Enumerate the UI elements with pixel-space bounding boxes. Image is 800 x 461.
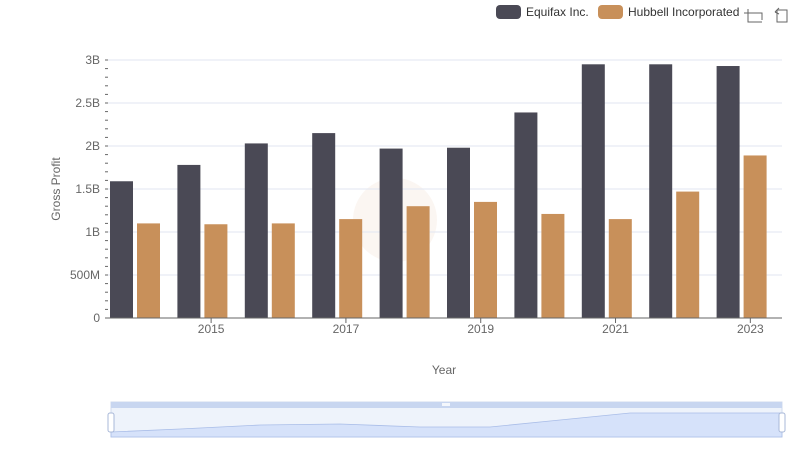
zoom-reset-icon[interactable] [774,7,788,23]
legend: Equifax Inc. Hubbell Incorporated [496,5,739,19]
x-axis: 2015 2017 2019 2021 2023 [108,317,782,336]
bar-hubbell-2018[interactable] [406,206,430,318]
y-tick-label: 2B [85,139,100,153]
bar-equifax-2017[interactable] [312,133,336,318]
bar-equifax-2015[interactable] [177,164,201,318]
slider-preview-area [110,412,783,438]
bar-hubbell-2019[interactable] [474,201,497,318]
bar-hubbell-2015[interactable] [204,224,228,318]
zoom-select-icon[interactable] [744,9,763,23]
y-axis: 0 500M 1B 1.5B 2B 2.5B 3B [70,53,108,325]
bar-hubbell-2014[interactable] [137,223,160,318]
bar-hubbell-2016[interactable] [271,223,295,318]
data-zoom-slider[interactable] [107,401,786,438]
x-tick-label: 2021 [602,322,629,336]
bar-equifax-2020[interactable] [514,112,538,319]
slider-handle-left[interactable] [107,412,115,433]
x-tick-label: 2023 [737,322,764,336]
legend-swatch-hubbell[interactable] [598,5,623,19]
slider-grip[interactable] [442,403,450,406]
x-tick-label: 2017 [333,322,360,336]
bar-equifax-2019[interactable] [447,147,470,318]
bar-equifax-2021[interactable] [581,64,605,318]
bar-hubbell-2017[interactable] [339,219,363,318]
legend-swatch-equifax[interactable] [496,5,521,19]
y-tick-label: 3B [85,53,100,67]
slider-handle-right[interactable] [778,412,786,433]
legend-label-hubbell[interactable]: Hubbell Incorporated [628,5,739,19]
y-tick-label: 1.5B [75,182,100,196]
bar-hubbell-2022[interactable] [676,191,700,318]
bar-equifax-2014[interactable] [110,181,133,318]
y-tick-label: 1B [85,225,100,239]
y-axis-title: Gross Profit [49,157,63,221]
bar-equifax-2016[interactable] [244,143,268,318]
y-tick-label: 2.5B [75,96,100,110]
bar-equifax-2023[interactable] [716,66,740,319]
bars [110,64,767,319]
bar-hubbell-2023[interactable] [743,155,767,318]
bar-hubbell-2021[interactable] [608,219,632,318]
bar-equifax-2022[interactable] [649,64,673,318]
y-tick-label: 500M [70,268,100,282]
bar-hubbell-2020[interactable] [541,213,565,318]
y-tick-label: 0 [93,311,100,325]
x-axis-title: Year [432,363,456,377]
legend-label-equifax[interactable]: Equifax Inc. [526,5,589,19]
x-tick-label: 2019 [467,322,494,336]
x-tick-label: 2015 [198,322,225,336]
bar-equifax-2018[interactable] [379,148,403,318]
